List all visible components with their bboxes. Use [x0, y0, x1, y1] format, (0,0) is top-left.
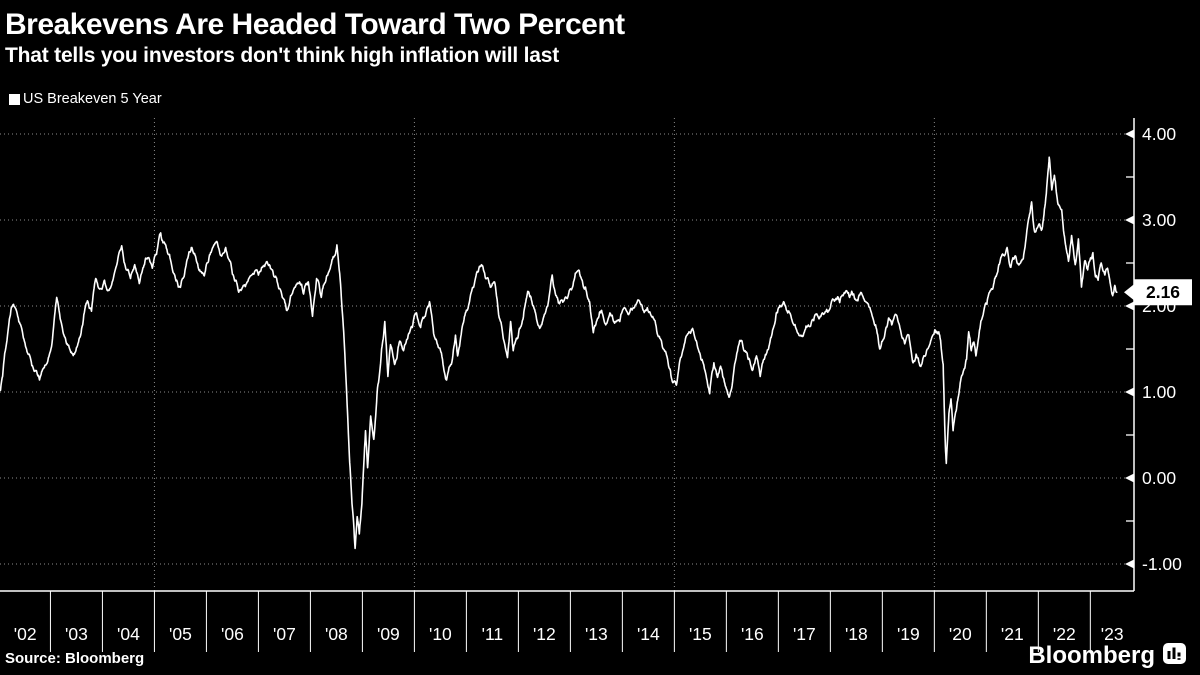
x-axis-label: '22 — [1053, 624, 1076, 644]
x-axis-label: '17 — [793, 624, 816, 644]
y-major-tick — [1125, 215, 1134, 225]
y-major-tick — [1125, 473, 1134, 483]
x-axis-label: '06 — [221, 624, 244, 644]
x-axis-label: '15 — [689, 624, 712, 644]
x-axis-label: '11 — [482, 624, 504, 644]
y-major-tick — [1125, 387, 1134, 397]
y-axis-label: -1.00 — [1142, 554, 1182, 574]
last-value-badge — [1124, 279, 1192, 306]
bloomberg-brand-text: Bloomberg — [1028, 642, 1155, 669]
x-axis-label: '19 — [897, 624, 920, 644]
y-major-tick — [1125, 129, 1134, 139]
y-major-tick — [1125, 559, 1134, 569]
x-axis-label: '05 — [169, 624, 192, 644]
x-axis-label: '08 — [325, 624, 348, 644]
source-attribution: Source: Bloomberg — [5, 650, 145, 667]
y-major-tick — [1125, 301, 1134, 311]
y-axis-label: 3.00 — [1142, 210, 1176, 230]
x-axis-label: '21 — [1001, 624, 1024, 644]
series-line-us-breakeven-5-year — [0, 156, 1118, 550]
y-axis-label: 1.00 — [1142, 382, 1176, 402]
chart-title: Breakevens Are Headed Toward Two Percent — [5, 8, 625, 41]
y-axis-label: 4.00 — [1142, 124, 1176, 144]
legend-label: US Breakeven 5 Year — [23, 91, 162, 107]
x-axis-label: '23 — [1101, 624, 1124, 644]
x-axis-label: '12 — [533, 624, 556, 644]
x-axis-label: '09 — [377, 624, 400, 644]
bloomberg-wordmark: Bloomberg — [1028, 642, 1186, 670]
x-axis-label: '14 — [637, 624, 660, 644]
x-axis-label: '13 — [585, 624, 608, 644]
last-value-label: 2.16 — [1146, 282, 1180, 302]
y-axis-label: 0.00 — [1142, 468, 1176, 488]
x-axis-label: '07 — [273, 624, 296, 644]
x-axis-label: '16 — [741, 624, 764, 644]
chart-legend: US Breakeven 5 Year — [9, 91, 162, 107]
bloomberg-logo-icon — [1163, 643, 1186, 669]
x-axis-label: '04 — [117, 624, 140, 644]
x-axis-label: '18 — [845, 624, 868, 644]
chart-subtitle: That tells you investors don't think hig… — [5, 44, 559, 67]
x-axis-label: '10 — [429, 624, 452, 644]
x-axis-label: '03 — [65, 624, 88, 644]
x-axis-label: '20 — [949, 624, 972, 644]
legend-swatch-icon — [9, 93, 20, 105]
x-axis-label: '02 — [14, 624, 37, 644]
